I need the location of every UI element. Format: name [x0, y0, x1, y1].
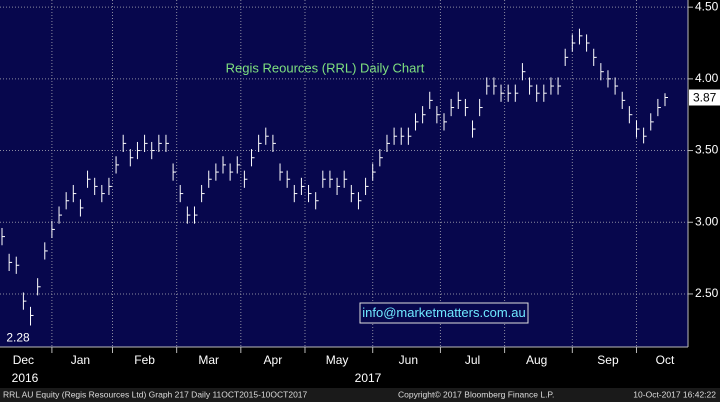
x-tick-label: May: [326, 353, 349, 367]
x-axis-area: [0, 347, 720, 388]
last-price-box: [689, 89, 720, 106]
y-tick-label: 4.50: [695, 0, 719, 13]
x-tick-label: Jul: [465, 353, 480, 367]
low-annotation: 2.28: [6, 331, 30, 345]
x-tick-label: Feb: [134, 353, 155, 367]
footer-text: 10-Oct-2017 16:42:22: [633, 389, 716, 399]
x-tick-label: Aug: [526, 353, 547, 367]
y-axis-area: [688, 0, 720, 347]
y-tick-label: 4.00: [695, 71, 719, 85]
watermark-box: [359, 302, 529, 324]
footer-text: Copyright© 2017 Bloomberg Finance L.P.: [398, 389, 554, 399]
y-tick-label: 3.50: [695, 143, 719, 157]
last-price-label: 3.87: [693, 91, 717, 105]
y-tick-label: 2.50: [695, 286, 719, 300]
watermark: info@marketmatters.com.au: [362, 305, 525, 320]
x-tick-label: Oct: [656, 353, 675, 367]
x-tick-label: Sep: [597, 353, 619, 367]
year-label: 2017: [355, 371, 382, 385]
x-tick-label: Mar: [198, 353, 219, 367]
footer-bar: [0, 388, 720, 402]
x-tick-label: Apr: [264, 353, 283, 367]
x-tick-label: Jun: [399, 353, 418, 367]
x-tick-label: Jan: [71, 353, 90, 367]
year-label: 2016: [12, 371, 39, 385]
footer-text: RRL AU Equity (Regis Resources Ltd) Grap…: [3, 389, 308, 399]
x-tick-label: Dec: [13, 353, 34, 367]
chart-title: Regis Reources (RRL) Daily Chart: [226, 60, 425, 75]
y-tick-label: 3.00: [695, 214, 719, 228]
